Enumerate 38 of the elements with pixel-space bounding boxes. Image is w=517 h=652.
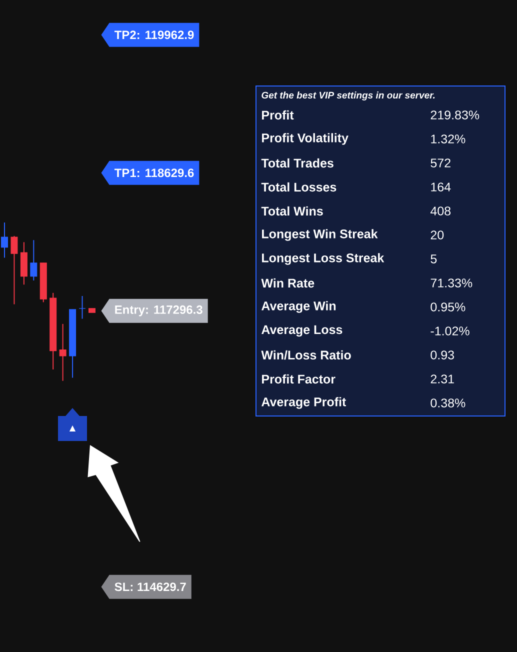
annotation: ▲ [69, 425, 76, 432]
candlestick [30, 240, 38, 281]
text: 408 [430, 206, 451, 216]
y-tick-label: SL: 114629.7 [114, 582, 186, 592]
category-label: Longest Loss Streak [262, 253, 384, 265]
category-label: Profit Volatility [262, 133, 348, 145]
text: 219.83% [430, 110, 480, 120]
text: 0.38% [430, 398, 466, 408]
text: -1.02% [430, 326, 470, 336]
text: Get the best VIP settings in our server. [262, 92, 435, 100]
candlestick [78, 295, 86, 320]
category-label: Profit Factor [262, 374, 336, 384]
text: 0.93 [430, 350, 454, 360]
text: 71.33% [430, 278, 472, 288]
candlestick [10, 235, 18, 305]
text: 1.32% [431, 134, 466, 144]
candlestick [1, 222, 8, 258]
text: 5 [430, 254, 437, 264]
category-label: Total Trades [261, 158, 334, 168]
text: 0.95% [430, 302, 466, 312]
text: 572 [430, 158, 450, 168]
text: 2.31 [430, 374, 454, 384]
category-label: Average Loss [262, 325, 342, 337]
y-tick-label: TP2: 119962.9 [114, 30, 194, 40]
category-label: Win/Loss Ratio [261, 350, 351, 360]
candlestick [20, 242, 28, 286]
y-tick-label: TP1: 118629.6 [114, 168, 194, 178]
category-label: Average Win [262, 301, 336, 313]
candlestick [59, 323, 66, 382]
category-label: Win Rate [261, 278, 314, 288]
category-label: Average Profit [262, 397, 346, 409]
category-label: Longest Win Streak [262, 229, 378, 241]
category-label: Total Losses [261, 182, 336, 192]
text: 20 [430, 230, 444, 240]
category-label: Total Wins [261, 206, 323, 216]
y-tick-label: Entry: 117296.3 [115, 305, 202, 316]
category-label: Profit [262, 110, 294, 120]
text: 164 [431, 182, 451, 192]
